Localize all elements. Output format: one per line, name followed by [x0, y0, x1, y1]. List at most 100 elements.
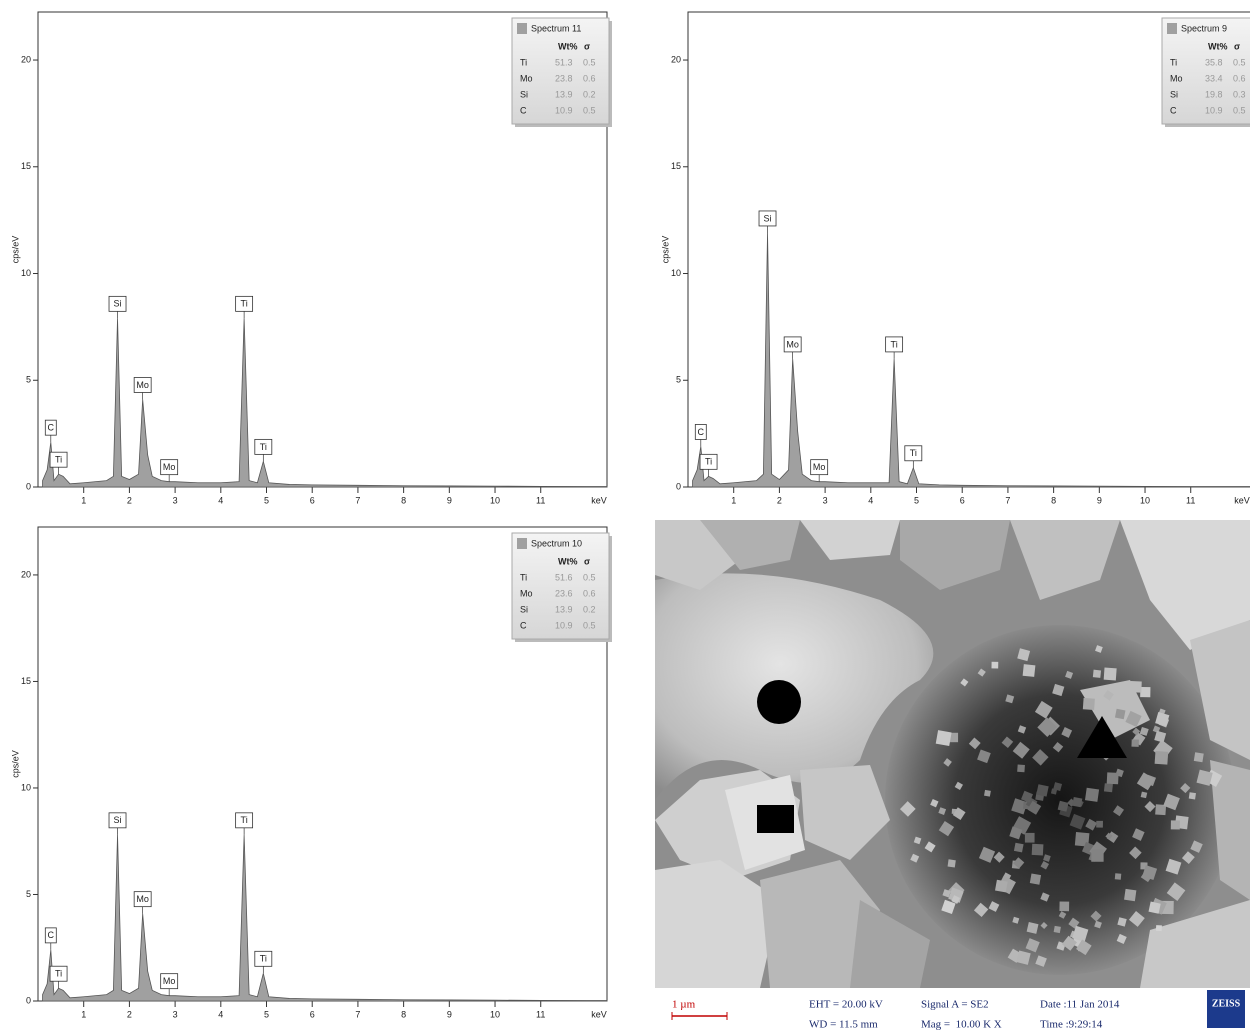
legend-cell: 0.6 [583, 588, 596, 598]
x-tick-label: 5 [264, 1009, 269, 1019]
x-tick-label: 8 [1051, 495, 1056, 505]
legend-cell: 51.6 [555, 572, 573, 582]
x-tick-label: 7 [355, 495, 360, 505]
legend-column: Wt% [558, 556, 578, 566]
grain [1091, 849, 1103, 861]
x-tick-label: 5 [264, 495, 269, 505]
grain [995, 880, 1008, 893]
sem-info-bar: 1 µm EHT = 20.00 kV WD = 11.5 mm Signal … [672, 990, 1245, 1030]
x-tick-label: 6 [310, 495, 315, 505]
legend-cell: 35.8 [1205, 57, 1223, 67]
wd: WD = 11.5 mm [809, 1019, 878, 1030]
grain [1115, 709, 1125, 719]
y-tick-label: 0 [676, 481, 681, 491]
grain [1156, 925, 1162, 931]
grain [1189, 792, 1196, 799]
y-tick-label: 20 [21, 569, 31, 579]
legend-column: σ [1234, 41, 1240, 51]
x-axis-label: keV [591, 1009, 607, 1019]
peak-label: C [48, 423, 55, 433]
legend-cell: Si [520, 89, 528, 99]
peak-label: Ti [910, 448, 917, 458]
legend-cell: Si [1170, 89, 1178, 99]
legend-cell: 13.9 [555, 89, 573, 99]
legend-swatch [1167, 23, 1177, 34]
peak-label: Mo [136, 894, 149, 904]
grain [1023, 664, 1036, 677]
x-tick-label: 2 [777, 495, 782, 505]
x-tick-label: 5 [914, 495, 919, 505]
y-tick-label: 5 [26, 375, 31, 385]
grain [1072, 797, 1082, 807]
legend-cell: 0.5 [1233, 57, 1246, 67]
x-tick-label: 9 [447, 495, 452, 505]
legend-cell: Ti [520, 572, 527, 582]
x-tick-label: 4 [218, 1009, 223, 1019]
legend-cell: 0.5 [583, 572, 596, 582]
legend-cell: 0.5 [583, 57, 596, 67]
grain [1093, 670, 1101, 678]
legend-cell: 0.6 [1233, 73, 1246, 83]
scale-bar-label: 1 µm [672, 999, 696, 1011]
legend-cell: Ti [520, 57, 527, 67]
grain [1032, 844, 1044, 856]
sem-image [655, 520, 1250, 988]
legend-cell: 13.9 [555, 604, 573, 614]
grain [1059, 901, 1069, 911]
y-tick-label: 0 [26, 481, 31, 491]
legend-cell: 10.9 [1205, 105, 1223, 115]
peak-label: Ti [260, 954, 267, 964]
legend-swatch [517, 538, 527, 549]
peak-label: Ti [705, 457, 712, 467]
legend-cell: 23.8 [555, 73, 573, 83]
peak-label: Ti [55, 969, 62, 979]
legend-cell: 0.5 [583, 105, 596, 115]
marker-square [757, 805, 794, 833]
peak-label: Ti [891, 339, 898, 349]
legend-title: Spectrum 11 [531, 23, 581, 33]
peak-label: Mo [163, 976, 176, 986]
peak-label: Mo [813, 462, 826, 472]
peak-label: C [698, 427, 705, 437]
figure: 1 µm EHT = 20.00 kV WD = 11.5 mm Signal … [0, 0, 1250, 1030]
legend-cell: 10.9 [555, 105, 573, 115]
peak-label: Si [764, 213, 772, 223]
legend-cell: 0.2 [583, 89, 596, 99]
legend-cell: 19.8 [1205, 89, 1223, 99]
y-axis-label: cps/eV [10, 236, 20, 264]
x-tick-label: 11 [1186, 495, 1195, 505]
x-tick-label: 1 [731, 495, 736, 505]
legend-column: σ [584, 41, 590, 51]
x-tick-label: 9 [1097, 495, 1102, 505]
x-axis-label: keV [591, 495, 607, 505]
grain [1014, 843, 1024, 853]
x-tick-label: 1 [81, 495, 86, 505]
x-tick-label: 3 [173, 1009, 178, 1019]
peak-label: Ti [241, 815, 248, 825]
mag: Mag = 10.00 K X [921, 1019, 1002, 1030]
y-axis-label: cps/eV [660, 236, 670, 264]
y-tick-label: 15 [21, 676, 31, 686]
x-tick-label: 10 [490, 1009, 500, 1019]
y-tick-label: 10 [671, 268, 681, 278]
legend-column: σ [584, 556, 590, 566]
peak-label: Si [114, 299, 122, 309]
x-tick-label: 7 [1005, 495, 1010, 505]
legend-swatch [517, 23, 527, 34]
x-tick-label: 2 [127, 1009, 132, 1019]
legend-cell: 0.5 [583, 620, 596, 630]
logo: ZEISS [1212, 998, 1241, 1009]
grain [1140, 687, 1150, 697]
grain [1155, 751, 1169, 765]
grain [1115, 873, 1122, 880]
legend-column: Wt% [558, 41, 578, 51]
grain [1124, 889, 1136, 901]
peak-label: Si [114, 815, 122, 825]
x-tick-label: 10 [1140, 495, 1150, 505]
y-tick-label: 5 [676, 375, 681, 385]
peak-label: Mo [163, 462, 176, 472]
x-tick-label: 9 [447, 1009, 452, 1019]
legend-cell: 51.3 [555, 57, 573, 67]
x-tick-label: 4 [218, 495, 223, 505]
grain [1096, 821, 1103, 828]
